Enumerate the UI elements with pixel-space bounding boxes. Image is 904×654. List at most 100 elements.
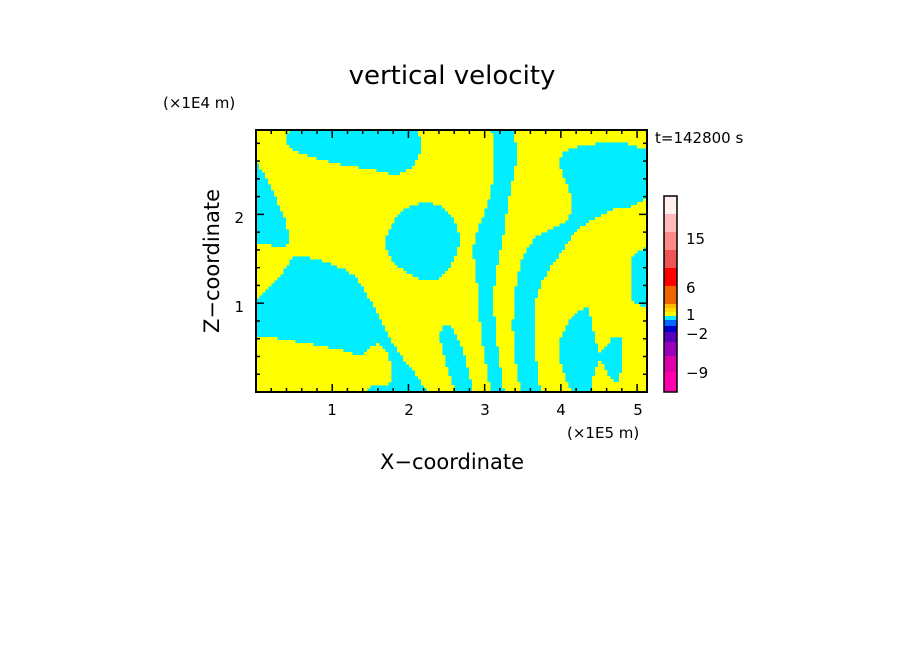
field-cell [619, 376, 647, 380]
colorbar-label: 6 [686, 279, 696, 297]
field-cell [622, 364, 647, 368]
field-cell [607, 211, 647, 215]
field-cell [277, 202, 419, 206]
field-cell [592, 388, 647, 392]
field-cell [256, 247, 386, 251]
field-cell [412, 166, 494, 170]
x-tick-label: 2 [404, 401, 414, 419]
field-cell [397, 349, 443, 353]
field-cell [451, 325, 482, 329]
field-cell [595, 370, 608, 374]
field-cell [454, 220, 482, 224]
field-cell [592, 328, 647, 332]
colorbar-swatch [664, 326, 677, 332]
field-cell [256, 130, 290, 134]
field-cell [499, 253, 524, 257]
field-cell [496, 337, 515, 341]
field-cell [364, 352, 389, 356]
colorbar-swatch [664, 286, 677, 304]
y-unit-label: (×1E4 m) [163, 94, 235, 112]
field-cell [274, 193, 491, 197]
colorbar-swatch [664, 332, 677, 342]
field-cell [502, 247, 527, 251]
field-cell [379, 316, 479, 320]
field-cell [256, 277, 278, 281]
field-cell [496, 274, 518, 278]
field-cell [499, 361, 515, 365]
field-cell [511, 187, 569, 191]
field-cell [367, 295, 479, 299]
field-cell [592, 319, 647, 323]
field-cell [622, 358, 647, 362]
field-cell [508, 205, 572, 209]
field-cell [622, 337, 647, 341]
field-cell [361, 283, 479, 287]
field-cell [496, 322, 512, 326]
field-cell [256, 154, 308, 158]
field-cell [406, 361, 446, 365]
field-cell [535, 355, 560, 359]
field-cell [256, 139, 287, 143]
field-cell [277, 196, 491, 200]
field-cell [496, 325, 512, 329]
field-cell [577, 229, 647, 233]
field-cell [592, 385, 647, 389]
field-cell [349, 271, 407, 275]
field-cell [538, 289, 632, 293]
field-cell [598, 361, 602, 365]
field-cell [460, 343, 482, 347]
field-cell [256, 346, 329, 350]
field-cell [388, 334, 440, 338]
field-cell [256, 151, 299, 155]
field-cell [598, 364, 605, 368]
field-cell [502, 235, 536, 239]
field-cell [535, 343, 560, 347]
field-cell [508, 202, 572, 206]
field-cell [358, 280, 476, 284]
field-cell [283, 214, 398, 218]
field-cell [505, 220, 566, 224]
field-cell [280, 208, 404, 212]
field-cell [589, 310, 647, 314]
field-cell [355, 274, 413, 278]
field-cell [496, 334, 515, 338]
field-cell [493, 301, 515, 305]
field-cell [421, 142, 494, 146]
field-cell [517, 157, 560, 161]
field-cell [457, 250, 473, 254]
field-cell [256, 262, 290, 266]
field-cell [256, 379, 392, 383]
field-cell [505, 229, 548, 233]
field-cell [631, 205, 647, 209]
field-cell [517, 163, 560, 167]
field-cell [472, 379, 488, 383]
field-cell [565, 247, 644, 251]
field-cell [271, 184, 491, 188]
field-cell [370, 298, 479, 302]
field-cell [601, 214, 647, 218]
field-cell [457, 334, 482, 338]
field-cell [337, 265, 398, 269]
field-cell [535, 304, 641, 308]
field-cell [535, 298, 632, 302]
field-cell [550, 265, 632, 269]
field-cell [445, 208, 485, 212]
field-cell [421, 136, 494, 140]
field-cell [256, 337, 278, 341]
field-cell [256, 358, 389, 362]
colorbar-swatch [664, 308, 677, 312]
colorbar [663, 195, 678, 393]
field-cell [469, 367, 488, 371]
field-cell [505, 214, 569, 218]
field-cell [421, 148, 494, 152]
field-cell [391, 337, 440, 341]
field-cell [598, 343, 608, 347]
field-cell [622, 367, 647, 371]
field-cell [559, 253, 635, 257]
field-cell [493, 286, 515, 290]
field-cell [403, 358, 446, 362]
field-cell [460, 232, 476, 236]
field-cell [508, 196, 572, 200]
field-cell [496, 343, 515, 347]
field-cell [496, 277, 518, 281]
